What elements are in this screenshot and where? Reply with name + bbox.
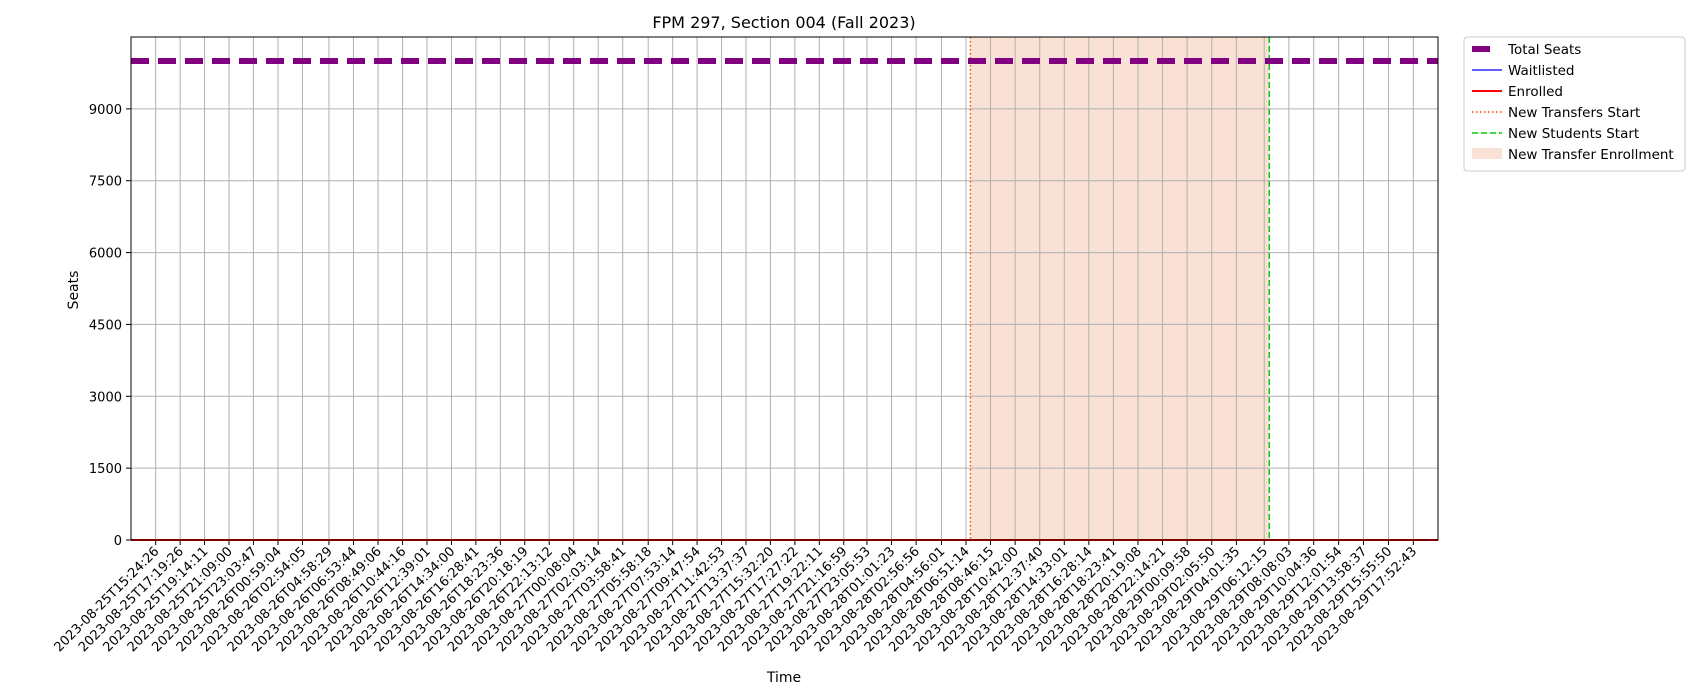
legend-box <box>1463 36 1686 172</box>
legend-label-new-students-start: New Students Start <box>1508 126 1639 142</box>
legend: Total Seats Waitlisted Enrolled New Transfe… <box>1463 36 1686 172</box>
legend-label-new-transfer-enrollment: New Transfer Enrollment <box>1508 147 1674 163</box>
y-tick-label: 4500 <box>89 318 122 333</box>
chart-title: FPM 297, Section 004 (Fall 2023) <box>652 13 915 32</box>
legend-label-waitlisted: Waitlisted <box>1508 63 1575 79</box>
shaded-region-new-transfer-enrollment <box>970 37 1270 540</box>
y-tick-label: 0 <box>114 534 122 549</box>
legend-swatch-new-transfer-enrollment <box>1472 148 1502 159</box>
y-tick-label: 7500 <box>89 175 122 190</box>
legend-label-enrolled: Enrolled <box>1508 84 1563 100</box>
plot-frame <box>130 36 1439 541</box>
y-tick-label: 1500 <box>89 462 122 477</box>
y-tick-label: 9000 <box>89 103 122 118</box>
x-axis-label: Time <box>766 670 801 686</box>
legend-label-new-transfers-start: New Transfers Start <box>1508 105 1640 121</box>
y-tick-label: 3000 <box>89 390 122 405</box>
y-axis-label: Seats <box>66 271 82 310</box>
y-tick-label: 6000 <box>89 247 122 262</box>
legend-label-total-seats: Total Seats <box>1507 42 1581 58</box>
